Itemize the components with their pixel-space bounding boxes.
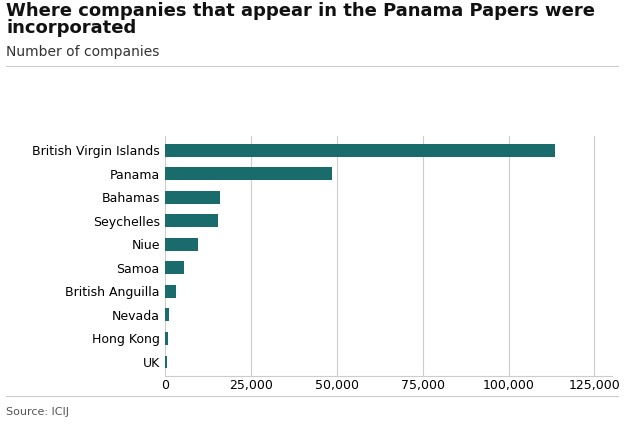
Bar xyxy=(165,238,198,251)
Bar xyxy=(165,332,168,345)
Text: Source: ICIJ: Source: ICIJ xyxy=(6,407,69,417)
Text: B: B xyxy=(577,404,587,417)
Bar xyxy=(165,309,169,321)
Text: C: C xyxy=(610,404,619,417)
Bar xyxy=(165,167,331,180)
Bar xyxy=(165,214,218,227)
Text: incorporated: incorporated xyxy=(6,19,137,37)
Text: Number of companies: Number of companies xyxy=(6,45,160,59)
Bar xyxy=(165,144,555,156)
Bar xyxy=(165,191,220,204)
Bar xyxy=(165,285,176,298)
Bar xyxy=(165,261,184,274)
Text: B: B xyxy=(544,404,553,417)
Bar xyxy=(165,356,167,368)
Text: Where companies that appear in the Panama Papers were: Where companies that appear in the Panam… xyxy=(6,2,595,20)
